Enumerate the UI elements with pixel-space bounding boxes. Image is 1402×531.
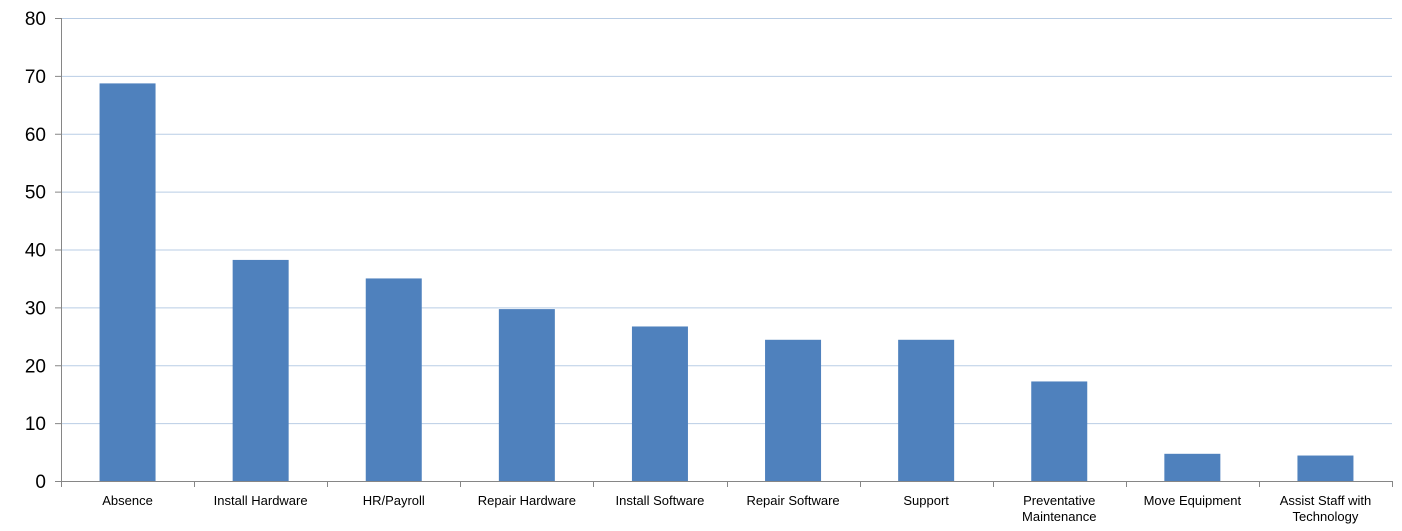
bar-repair-hardware xyxy=(498,309,555,481)
bar-assist-staff-with-technology xyxy=(1297,455,1354,481)
x-tick-label-repair-hardware: Repair Hardware xyxy=(478,493,576,508)
y-tick-labels: 0 10 20 30 40 50 60 70 80 xyxy=(25,9,46,493)
x-tick-label-hr-payroll: HR/Payroll xyxy=(363,493,425,508)
x-tick-label-line: Assist Staff with xyxy=(1280,493,1372,508)
x-tick-label-repair-software: Repair Software xyxy=(746,493,839,508)
x-tick-label-absence: Absence xyxy=(102,493,153,508)
y-tick-label-40: 40 xyxy=(25,241,46,262)
x-tick-label-line: Install Software xyxy=(616,493,705,508)
x-tick-label-line: Absence xyxy=(102,493,153,508)
x-tick-label-line: Repair Software xyxy=(746,493,839,508)
y-tick-label-80: 80 xyxy=(25,9,46,30)
bar-hr-payroll xyxy=(365,278,422,481)
y-tick-label-30: 30 xyxy=(25,298,46,319)
y-tick-label-20: 20 xyxy=(25,356,46,377)
bar-repair-software xyxy=(765,339,822,481)
bar-preventative-maintenance xyxy=(1031,381,1088,481)
x-tick-label-preventative-maintenance: Preventative Maintenance xyxy=(1022,493,1096,524)
x-tick-label-move-equipment: Move Equipment xyxy=(1144,493,1242,508)
bar-support xyxy=(898,339,955,481)
x-tick-label-install-software: Install Software xyxy=(616,493,705,508)
x-tick-label-support: Support xyxy=(903,493,949,508)
y-tick-label-10: 10 xyxy=(25,414,46,435)
y-tick-label-70: 70 xyxy=(25,67,46,88)
x-tick-label-install-hardware: Install Hardware xyxy=(214,493,308,508)
x-tick-label-line: HR/Payroll xyxy=(363,493,425,508)
x-tick-label-line: Repair Hardware xyxy=(478,493,576,508)
y-tick-label-60: 60 xyxy=(25,125,46,146)
bar-install-hardware xyxy=(232,259,289,481)
x-tick-labels: Absence Install Hardware HR/Payroll Repair … xyxy=(102,493,1371,524)
x-tick-label-line: Technology xyxy=(1293,509,1359,524)
x-tick-label-assist-staff-with-technology: Assist Staff with Technology xyxy=(1280,493,1372,524)
bar-move-equipment xyxy=(1164,453,1221,481)
x-tick-label-line: Install Hardware xyxy=(214,493,308,508)
bars xyxy=(99,83,1354,482)
axes xyxy=(55,18,1393,487)
bar-absence xyxy=(99,83,156,482)
x-tick-label-line: Support xyxy=(903,493,949,508)
y-tick-label-0: 0 xyxy=(35,472,46,493)
x-tick-label-line: Preventative xyxy=(1023,493,1095,508)
bar-install-software xyxy=(631,326,688,481)
x-tick-label-line: Move Equipment xyxy=(1144,493,1242,508)
x-tick-label-line: Maintenance xyxy=(1022,509,1096,524)
y-tick-label-50: 50 xyxy=(25,183,46,204)
